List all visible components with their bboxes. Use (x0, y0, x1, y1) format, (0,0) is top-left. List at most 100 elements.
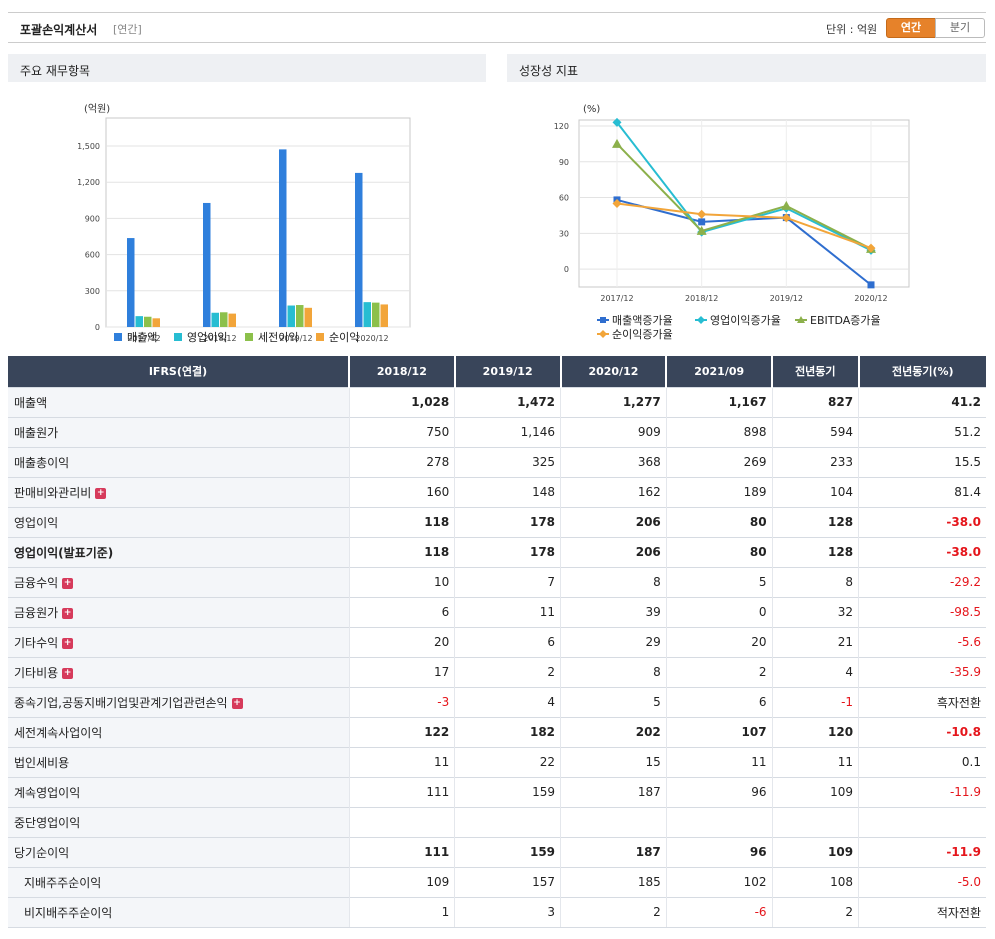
value-cell: 21 (771, 626, 859, 657)
data-point (698, 218, 706, 226)
row-label: 비지배주주순이익 (8, 896, 349, 928)
value-cell: -38.0 (858, 536, 986, 567)
data-point (612, 117, 622, 127)
value-cell: 0 (665, 596, 773, 627)
value-cell: 1,472 (454, 386, 561, 417)
value-cell (858, 806, 986, 837)
expand-plus-icon[interactable]: + (231, 697, 243, 709)
row-label-text: 영업이익 (14, 515, 59, 530)
x-tick-label: 2019/12 (279, 334, 312, 343)
x-tick-label: 2017/12 (127, 334, 160, 343)
value-cell: 4 (454, 686, 561, 717)
row-label: 매출원가 (8, 416, 349, 447)
bar (127, 238, 135, 327)
value-cell: 41.2 (858, 386, 986, 417)
table-row: 법인세비용 11 22 15 11 11 0.1 (8, 746, 986, 777)
value-cell: -5.0 (858, 866, 986, 897)
value-cell: 109 (771, 836, 859, 867)
row-label: 법인세비용 (8, 746, 349, 777)
header-col: 2018/12 (348, 356, 455, 387)
row-label-text: 비지배주주순이익 (24, 905, 113, 920)
bar (296, 305, 304, 327)
bar (203, 202, 211, 327)
y-tick-label: 600 (85, 251, 100, 260)
x-tick-label: 2019/12 (770, 294, 803, 303)
row-label: 당기순이익 (8, 836, 349, 867)
value-cell: 162 (560, 476, 667, 507)
value-cell: 1,167 (665, 386, 773, 417)
value-cell: -11.9 (858, 836, 986, 867)
value-cell: 325 (454, 446, 561, 477)
value-cell: 202 (560, 716, 667, 747)
value-cell: 120 (771, 716, 859, 747)
tab-annual[interactable]: 연간 (886, 18, 936, 38)
value-cell: 8 (560, 566, 667, 597)
legend-swatch (245, 333, 253, 341)
legend-marker (697, 316, 705, 324)
data-point (696, 225, 707, 235)
header-col: 2020/12 (559, 356, 667, 387)
value-cell: 4 (771, 656, 859, 687)
legend-label: 영업이익증가율 (710, 314, 781, 327)
growth-title: 성장성 지표 (507, 54, 986, 82)
series-line (616, 202, 872, 250)
value-cell: 118 (348, 536, 455, 567)
row-label: 중단영업이익 (8, 806, 349, 837)
value-cell (348, 806, 455, 837)
value-cell: 827 (771, 386, 859, 417)
row-label: 매출액 (8, 386, 349, 417)
value-cell: 22 (454, 746, 561, 777)
header-col: 전년동기(%) (857, 356, 986, 387)
row-label-text: 매출원가 (14, 425, 59, 440)
bar (287, 305, 295, 327)
value-cell: 189 (665, 476, 773, 507)
value-cell: 적자전환 (858, 896, 986, 928)
y-tick-label: 0 (564, 265, 569, 274)
row-label-text: 법인세비용 (14, 755, 70, 770)
value-cell: 2 (454, 656, 561, 687)
row-label: 판매비와관리비 + (8, 476, 349, 507)
row-label-text: 당기순이익 (14, 845, 70, 860)
row-label-text: 기타수익 (14, 635, 59, 650)
value-cell: 8 (560, 656, 667, 687)
value-cell: 1,277 (560, 386, 667, 417)
header-col: 2021/09 (665, 356, 773, 387)
row-label: 기타비용 + (8, 656, 349, 687)
value-cell: 80 (665, 536, 773, 567)
table-row: 당기순이익 111 159 187 96 109 -11.9 (8, 836, 986, 867)
table-row: 금융원가 +6 11 39 0 32 -98.5 (8, 596, 986, 627)
value-cell: 6 (454, 626, 561, 657)
value-cell: 15.5 (858, 446, 986, 477)
expand-plus-icon[interactable]: + (62, 637, 74, 649)
value-cell: 109 (771, 776, 859, 807)
tab-quarter[interactable]: 분기 (935, 18, 985, 38)
bar (144, 316, 152, 327)
legend-label: 영업이익 (187, 331, 227, 344)
expand-plus-icon[interactable]: + (62, 667, 74, 679)
value-cell: 32 (771, 596, 859, 627)
key-items-bar-chart: (억원) 0 300 600 900 1,200 1,500 2017/12 2018/12 20… (77, 103, 411, 344)
x-tick-label: 2018/12 (203, 334, 236, 343)
value-cell: 109 (348, 866, 455, 897)
row-label: 계속영업이익 (8, 776, 349, 807)
row-label: 영업이익 (8, 506, 349, 537)
table-row: 매출원가 750 1,146 909 898 594 51.2 (8, 416, 986, 447)
value-cell: 104 (771, 476, 859, 507)
row-label-text: 지배주주순이익 (24, 875, 102, 890)
expand-plus-icon[interactable]: + (95, 487, 107, 499)
row-label: 금융수익 + (8, 566, 349, 597)
value-cell: 15 (560, 746, 667, 777)
value-cell: -98.5 (858, 596, 986, 627)
value-cell: 187 (560, 836, 667, 867)
x-tick-label: 2020/12 (355, 334, 388, 343)
value-cell: 81.4 (858, 476, 986, 507)
value-cell: 11 (665, 746, 773, 777)
value-cell: 269 (665, 446, 773, 477)
value-cell (560, 806, 667, 837)
y-tick-label: 60 (559, 194, 569, 203)
table-row: 계속영업이익 111 159 187 96 109 -11.9 (8, 776, 986, 807)
value-cell: 2 (665, 656, 773, 687)
bar (380, 304, 388, 327)
expand-plus-icon[interactable]: + (62, 577, 74, 589)
expand-plus-icon[interactable]: + (62, 607, 74, 619)
